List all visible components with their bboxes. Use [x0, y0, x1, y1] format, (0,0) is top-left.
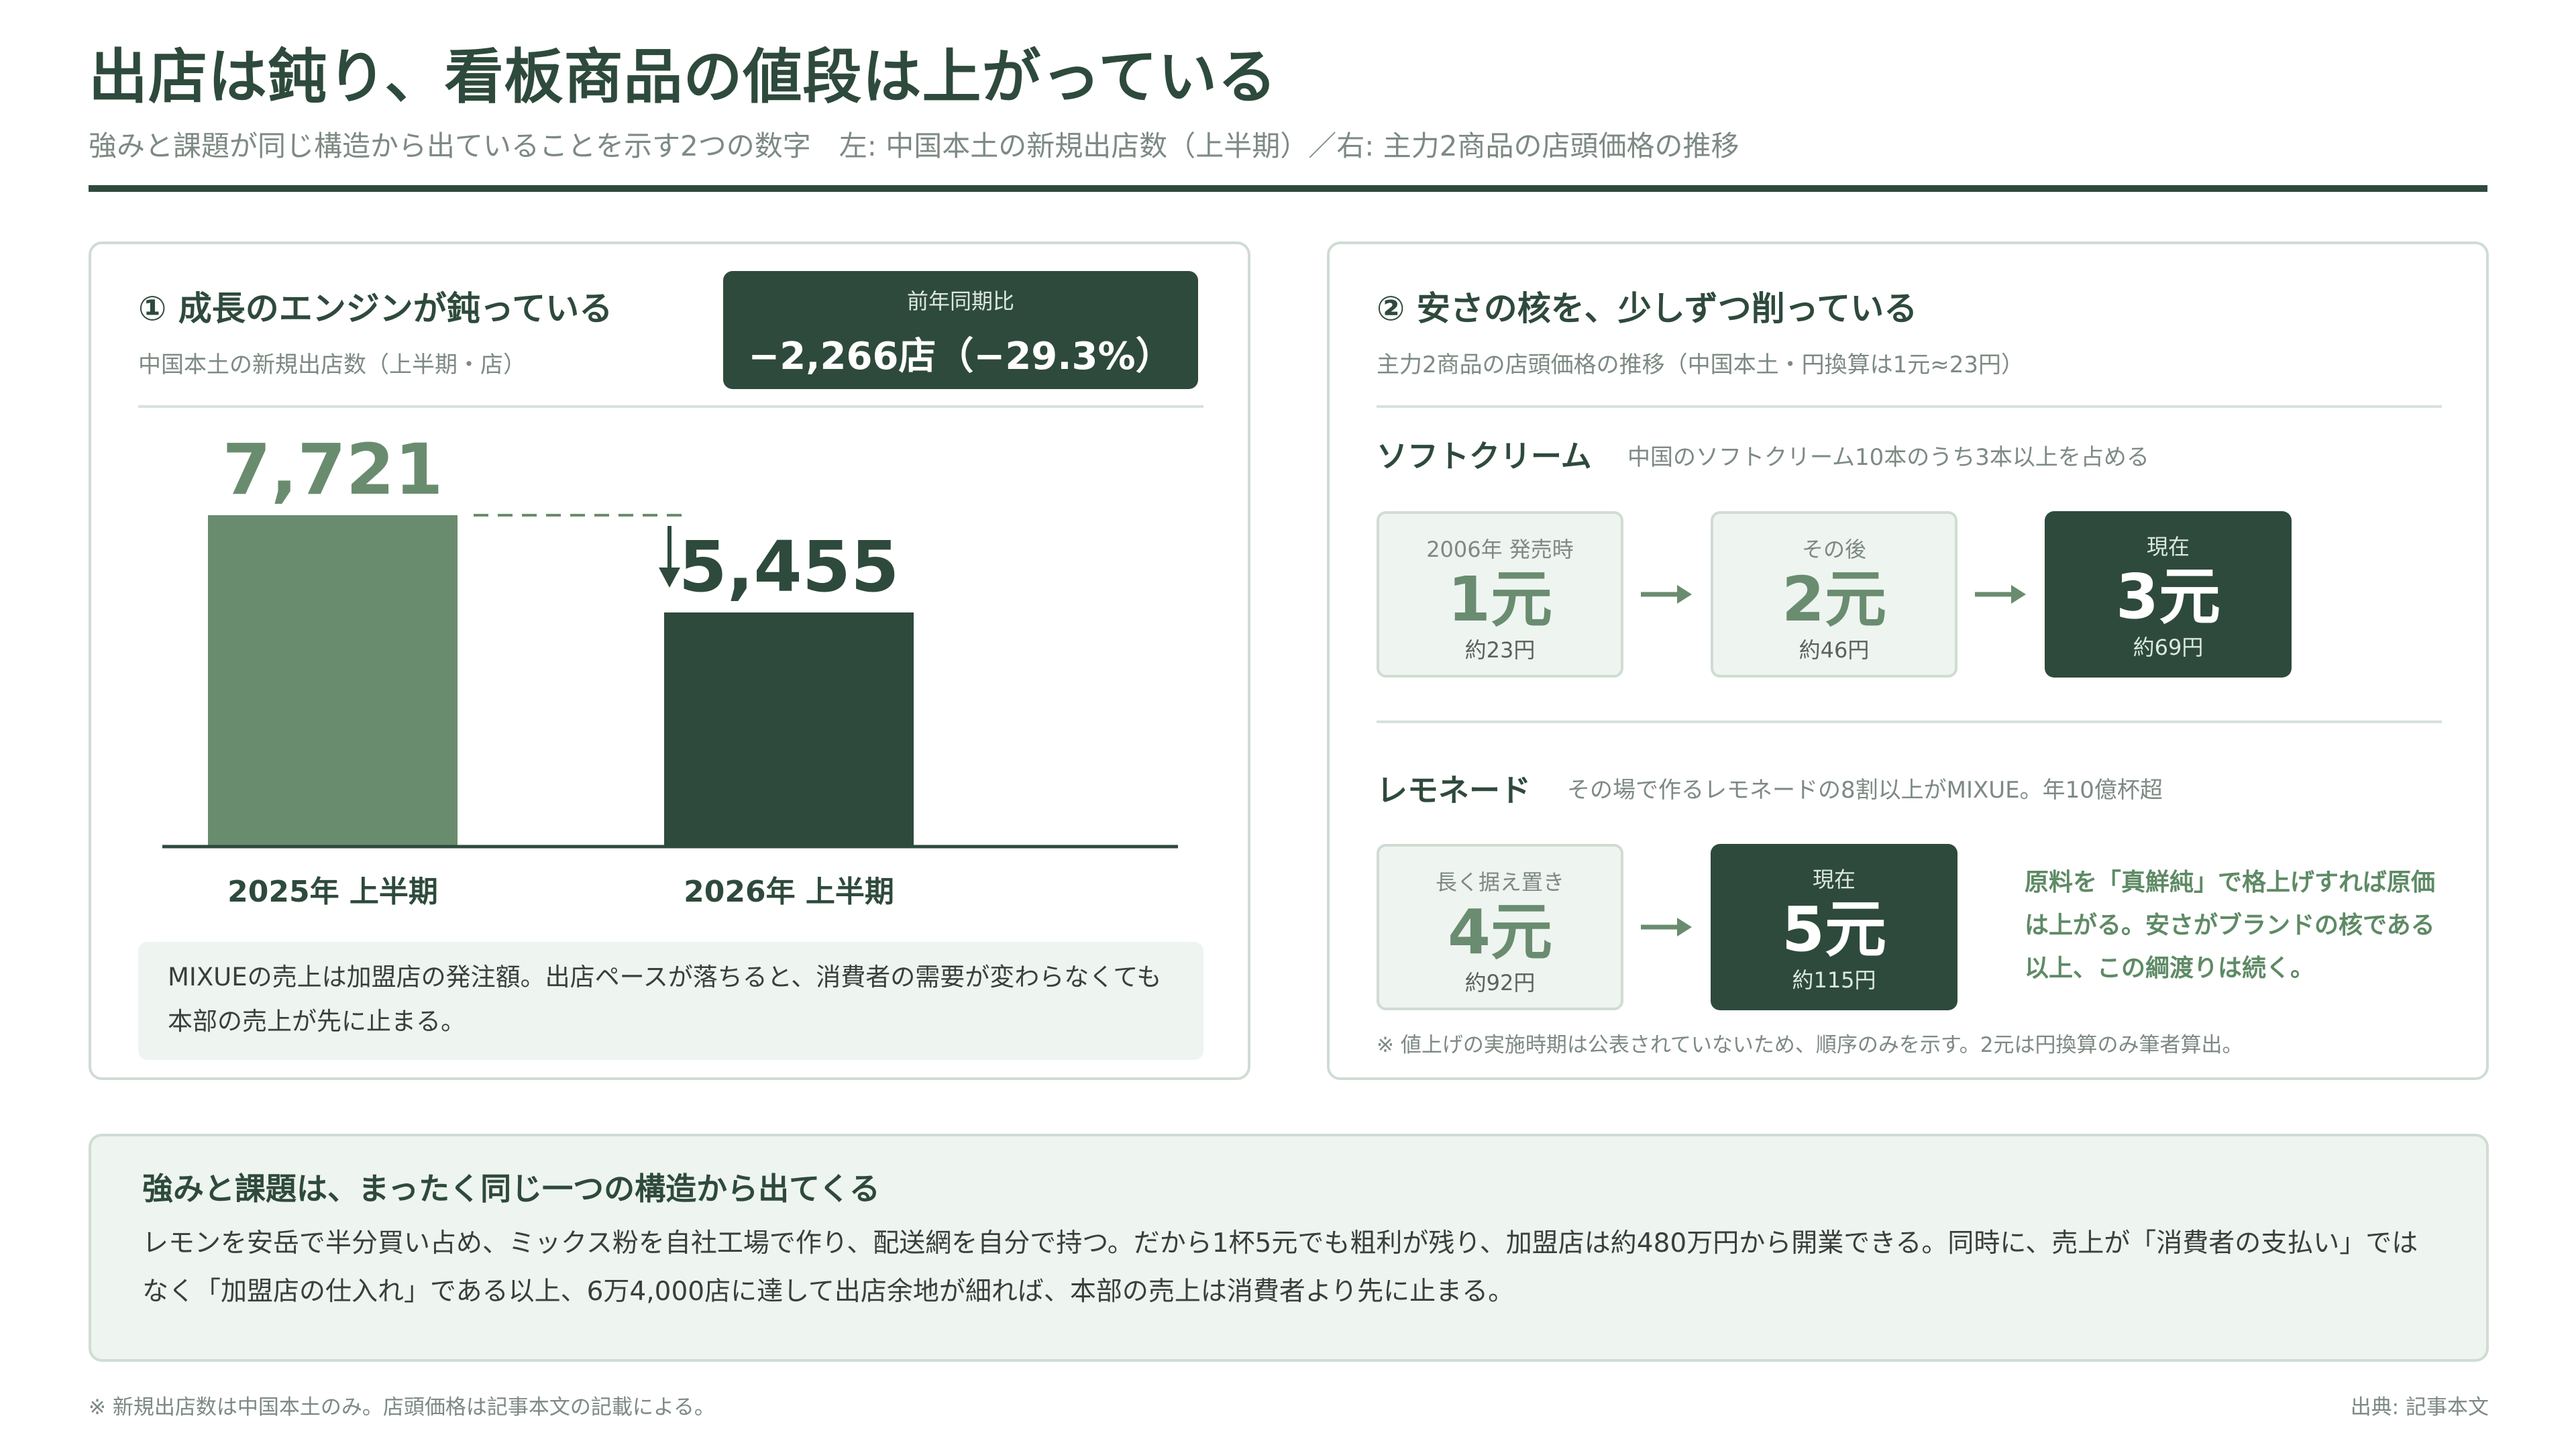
- right-panel-heading: ② 安さの核を、少しずつ削っている: [1377, 289, 1918, 328]
- lemonade-callout: 原料を「真鮮純」で格上げすれば原価は上がる。安さがブランドの核である以上、この綱…: [2025, 869, 2436, 982]
- kpi-label: 前年同期比: [906, 288, 1014, 314]
- softcream-title: ソフトクリーム: [1377, 438, 1592, 474]
- lemonade-title: レモネード: [1377, 772, 1531, 808]
- softcream-price-current: 現在 3元 約69円: [2045, 511, 2292, 678]
- page-title: 出店は鈍り、看板商品の値段は上がっている: [89, 42, 1278, 111]
- page-subtitle: 強みと課題が同じ構造から出ていることを示す2つの数字 左: 中国本土の新規出店数…: [89, 129, 1739, 162]
- softcream-desc: 中国のソフトクリーム10本のうち3本以上を占める: [1627, 444, 2149, 471]
- softcream-price-later: その後 2元 約46円: [1711, 511, 1957, 678]
- footer-note: ※ 新規出店数は中国本土のみ。店頭価格は記事本文の記載による。: [89, 1395, 715, 1419]
- softcream-price-launch: 2006年 発売時 1元 約23円: [1377, 511, 1623, 678]
- lemonade-price-current: 現在 5元 約115円: [1711, 844, 1957, 1010]
- summary-title: 強みと課題は、まったく同じ一つの構造から出てくる: [142, 1171, 880, 1207]
- lemonade-desc: その場で作るレモネードの8割以上がMIXUE。年10億杯超: [1567, 777, 2163, 804]
- summary-body: レモンを安岳で半分買い占め、ミックス粉を自社工場で作り、配送網を自分で持つ。だか…: [142, 1228, 2418, 1307]
- summary-box: 強みと課題は、まったく同じ一つの構造から出てくる レモンを安岳で半分買い占め、ミ…: [89, 1134, 2489, 1362]
- category-label-1: 2025年 上半期: [227, 875, 438, 909]
- bar-value-label-1: 7,721: [223, 429, 443, 511]
- lemonade-price-long: 長く据え置き 4元 約92円: [1377, 844, 1623, 1010]
- left-panel-heading: ① 成長のエンジンが鈍っている: [138, 289, 613, 328]
- left-panel-subheading: 中国本土の新規出店数（上半期・店）: [138, 352, 526, 378]
- yoy-kpi-box: 前年同期比 −2,266店（−29.3%）: [723, 271, 1198, 389]
- arrow-right-icon: [1641, 918, 1692, 936]
- down-arrow-head: [659, 568, 680, 588]
- price-trend-panel: ② 安さの核を、少しずつ削っている 主力2商品の店頭価格の推移（中国本土・円換算…: [1327, 241, 2489, 1080]
- right-panel-divider-mid: [1377, 720, 2442, 723]
- right-panel-subheading: 主力2商品の店頭価格の推移（中国本土・円換算は1元≈23円）: [1377, 352, 2025, 378]
- arrow-right-icon: [1975, 585, 2026, 604]
- price-footnote: ※ 値上げの実施時期は公表されていないため、順序のみを示す。2元は円換算のみ筆者…: [1377, 1033, 2243, 1057]
- store-openings-bar-chart: 7,721 2025年 上半期 5,455 2026年 上半期: [162, 429, 1178, 909]
- title-divider: [89, 185, 2487, 192]
- category-label-2: 2026年 上半期: [684, 875, 894, 909]
- store-openings-panel: ① 成長のエンジンが鈍っている 中国本土の新規出店数（上半期・店） 前年同期比 …: [89, 241, 1250, 1080]
- kpi-value: −2,266店（−29.3%）: [748, 335, 1173, 378]
- bar-1: [208, 515, 458, 847]
- footer-source: 出典: 記事本文: [2350, 1395, 2489, 1419]
- arrow-right-icon: [1641, 585, 1692, 604]
- right-panel-divider-top: [1377, 405, 2442, 408]
- bar-2: [664, 612, 914, 847]
- left-panel-note: MIXUEの売上は加盟店の発注額。出店ペースが落ちると、消費者の需要が変わらなく…: [138, 942, 1203, 1060]
- bar-value-label-2: 5,455: [679, 526, 900, 608]
- left-panel-divider: [138, 405, 1203, 408]
